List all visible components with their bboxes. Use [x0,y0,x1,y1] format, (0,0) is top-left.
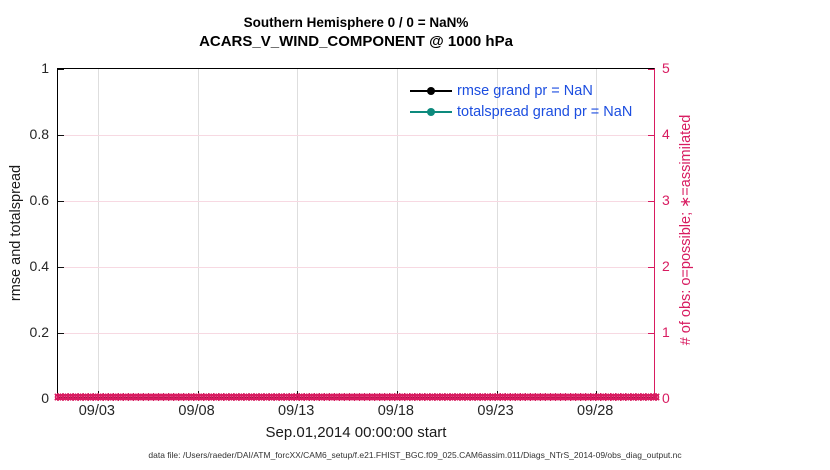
x-tick-label: 09/03 [78,403,115,419]
gridline-vertical [297,69,299,397]
right-tick-label: 5 [662,60,670,76]
gridline-horizontal [58,333,654,334]
rmse-line-marker-icon [410,86,452,96]
x-tick-label: 09/23 [477,403,514,419]
right-tick-label: 0 [662,390,670,406]
plot-area: rmse grand pr = NaN totalspread grand pr… [54,68,660,401]
obs-markers-svg [54,393,660,401]
legend-item-totalspread: totalspread grand pr = NaN [410,101,632,122]
gridline-vertical [197,69,199,397]
right-tick-label: 3 [662,192,670,208]
gridline-horizontal [58,267,654,268]
right-tick-mark [648,333,654,334]
right-tick-label: 1 [662,324,670,340]
right-tick-mark [648,69,654,70]
x-tick-label: 09/18 [377,403,414,419]
chart-title: Southern Hemisphere 0 / 0 = NaN% ACARS_V… [57,14,655,52]
left-axis-label: rmse and totalspread [8,164,24,302]
x-tick-label: 09/13 [278,403,315,419]
left-tick-label: 0.8 [29,126,49,142]
left-tick-label: 1 [41,60,49,76]
x-axis-label: Sep.01,2014 00:00:00 start [265,424,447,441]
totalspread-line-marker-icon [410,107,452,117]
left-tick-mark [58,333,64,334]
gridline-vertical [396,69,398,397]
x-tick-label: 09/28 [577,403,614,419]
gridline-vertical [496,69,498,397]
gridline-vertical [596,69,598,397]
legend-item-rmse: rmse grand pr = NaN [410,80,632,101]
chart-title-line2: ACARS_V_WIND_COMPONENT @ 1000 hPa [199,33,513,50]
left-tick-mark [58,267,64,268]
left-tick-label: 0.4 [29,258,49,274]
left-tick-mark [58,69,64,70]
legend-label-rmse: rmse grand pr = NaN [457,82,593,99]
right-tick-label: 4 [662,126,670,142]
right-tick-mark [648,267,654,268]
left-tick-mark [58,201,64,202]
gridline-horizontal [58,201,654,202]
gridline-horizontal [58,135,654,136]
legend: rmse grand pr = NaN totalspread grand pr… [410,80,632,122]
right-tick-label: 2 [662,258,670,274]
legend-label-totalspread: totalspread grand pr = NaN [457,103,633,120]
obs-count-markers-band [54,390,660,404]
left-tick-label: 0.2 [29,324,49,340]
chart-title-line1: Southern Hemisphere 0 / 0 = NaN% [243,15,469,30]
gridline-vertical [97,69,99,397]
right-tick-mark [648,201,654,202]
x-tick-label: 09/08 [178,403,215,419]
left-tick-label: 0 [41,390,49,406]
right-tick-mark [648,135,654,136]
x-tick-mark [297,391,299,397]
left-tick-label: 0.6 [29,192,49,208]
left-tick-mark [58,135,64,136]
right-axis-label: # of obs: o=possible; ∗=assimilated [678,114,694,346]
datafile-caption: data file: /Users/raeder/DAI/ATM_forcXX/… [148,450,682,460]
